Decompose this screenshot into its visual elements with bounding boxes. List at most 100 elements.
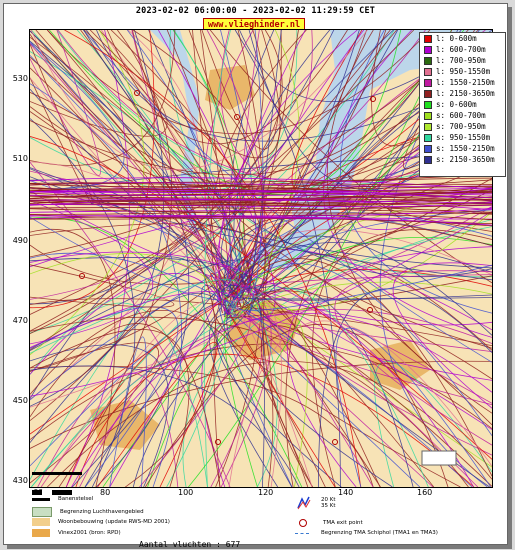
y-tick-label: 530 <box>12 74 28 83</box>
flight-track <box>30 279 242 354</box>
flight-track <box>201 285 293 487</box>
flight-track <box>30 199 492 204</box>
x-tick-label: 120 <box>258 488 274 497</box>
legend-swatch <box>424 89 432 98</box>
flight-track <box>231 264 492 311</box>
legend-swatch <box>424 144 432 153</box>
tma-exit-point <box>134 90 140 96</box>
legend-label: s: 2150-3650m <box>436 155 495 164</box>
legend-swatch <box>424 34 432 43</box>
legend-item: s: 600-700m <box>420 110 505 121</box>
flight-track <box>374 360 492 487</box>
flight-track <box>30 30 391 421</box>
flight-track <box>30 43 249 293</box>
urban-area <box>90 400 160 450</box>
legend-label: s: 600-700m <box>436 111 486 120</box>
flight-track <box>30 204 492 215</box>
flight-track <box>30 191 492 197</box>
flight-track <box>30 136 492 460</box>
flight-track <box>30 36 251 316</box>
legend-item: s: 700-950m <box>420 121 505 132</box>
flight-track <box>83 30 492 278</box>
flight-track <box>182 219 492 487</box>
flight-track <box>30 88 490 487</box>
vinex-swatch <box>32 529 50 537</box>
map-key: Banenstelsel Begrenzing Luchthavengebied… <box>29 490 491 543</box>
flight-track <box>228 320 492 487</box>
flight-track <box>30 189 492 199</box>
tma-exit-point <box>79 273 85 279</box>
legend-item: l: 600-700m <box>420 44 505 55</box>
legend-swatch <box>424 45 432 54</box>
flight-track <box>220 285 492 301</box>
flight-count: Aantal vluchten : 677 <box>139 540 241 549</box>
legend-item: l: 2150-3650m <box>420 88 505 99</box>
flight-track <box>30 173 492 184</box>
flight-track <box>31 30 259 312</box>
boundary-swatch <box>32 507 52 517</box>
key-wind: 20 Kt 35 Kt <box>297 496 336 510</box>
wind-20-label: 20 Kt <box>321 497 336 503</box>
legend-label: s: 950-1550m <box>436 133 491 142</box>
legend-label: l: 600-700m <box>436 45 486 54</box>
flight-track <box>30 193 492 201</box>
flight-track <box>246 30 282 292</box>
legend-label: s: 1550-2150m <box>436 144 495 153</box>
flight-track <box>246 312 492 406</box>
flight-track <box>30 30 415 351</box>
flight-track <box>30 360 492 449</box>
flight-track <box>76 30 278 487</box>
flight-track <box>212 284 461 487</box>
flight-track <box>392 262 492 409</box>
flight-track <box>30 177 492 190</box>
flight-track <box>84 285 223 487</box>
wind-35-label: 35 Kt <box>321 503 336 509</box>
flight-track <box>223 215 492 312</box>
flight-track <box>30 253 237 312</box>
flight-track <box>30 189 492 196</box>
flight-track <box>222 274 492 304</box>
legend-swatch <box>424 133 432 142</box>
flight-track <box>30 30 101 176</box>
flight-track <box>232 30 360 292</box>
y-tick-label: 430 <box>12 476 28 485</box>
flight-track <box>237 285 479 487</box>
legend-item: l: 0-600m <box>420 33 505 44</box>
y-tick-label: 470 <box>12 316 28 325</box>
key-tma-exit: TMA exit point <box>299 519 363 527</box>
tma-exit-point <box>234 114 240 120</box>
flight-track <box>188 30 452 487</box>
x-tick-label: 160 <box>417 488 433 497</box>
flight-track <box>243 254 492 351</box>
key-housing: Woonbebouwing (update RWS-MD 2001) <box>32 518 170 526</box>
tma-line-icon <box>295 532 309 534</box>
exit-point-icon <box>299 519 307 527</box>
flight-track <box>335 327 492 487</box>
flight-track <box>30 182 492 188</box>
altitude-legend: l: 0-600m l: 600-700m l: 700-950m l: 950-15… <box>419 32 506 177</box>
flight-track <box>223 275 492 318</box>
flight-track <box>30 179 235 312</box>
flight-track <box>229 258 492 477</box>
flight-track <box>30 161 313 487</box>
wind-indicator <box>421 450 457 466</box>
flight-track <box>226 291 393 487</box>
runway-marker <box>32 472 82 475</box>
flight-track-map[interactable] <box>29 29 493 488</box>
flight-track <box>30 218 492 227</box>
flight-track <box>30 323 221 487</box>
flight-track <box>30 292 222 443</box>
runway-icon <box>32 497 50 501</box>
legend-label: l: 1550-2150m <box>436 78 495 87</box>
legend-label: l: 700-950m <box>436 56 486 65</box>
flight-track <box>30 279 256 435</box>
flight-track <box>75 353 475 487</box>
flight-track <box>30 196 492 206</box>
flight-track <box>126 30 232 298</box>
scale-bar <box>32 490 72 495</box>
flight-track <box>30 187 492 193</box>
flight-track <box>30 41 131 159</box>
legend-item: l: 700-950m <box>420 55 505 66</box>
flight-track <box>30 228 116 487</box>
flight-track <box>47 30 431 135</box>
